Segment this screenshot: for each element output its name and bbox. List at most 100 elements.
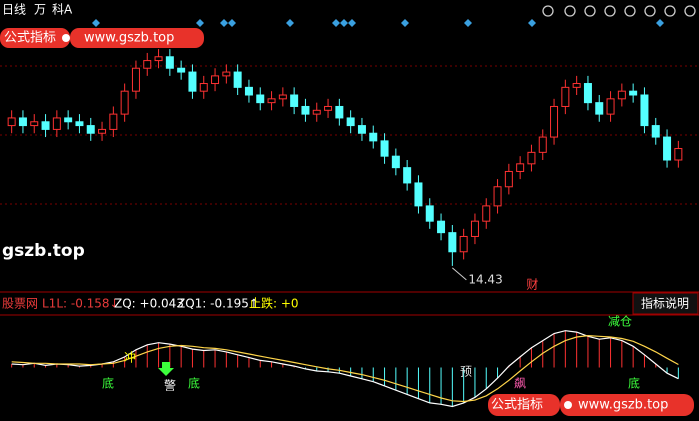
watermark-badge	[488, 394, 560, 416]
candle-body	[640, 94, 649, 127]
chart-area: 14.43 财	[0, 49, 699, 408]
icon[interactable]	[684, 5, 696, 17]
candle-body	[448, 232, 457, 253]
candle-body	[324, 105, 333, 111]
icon[interactable]	[564, 5, 576, 17]
candle-body	[459, 235, 468, 253]
candle-body	[369, 132, 378, 142]
help-button[interactable]	[632, 292, 699, 315]
candle-body	[629, 90, 638, 96]
signal-label: 警	[164, 378, 176, 393]
candle-body	[256, 94, 265, 104]
watermark-text: 公式指标	[491, 398, 543, 413]
candle-body	[391, 155, 400, 169]
signal-label: 底	[188, 376, 200, 391]
candle-body	[561, 86, 570, 107]
candle-body	[30, 121, 39, 127]
watermark-badge	[0, 28, 70, 48]
icon[interactable]	[664, 5, 676, 17]
candle-body	[674, 148, 683, 161]
low-pointer	[452, 267, 467, 281]
signal-label: 预	[460, 365, 472, 379]
signal-label: 底	[102, 376, 114, 391]
marker-label: 财	[526, 277, 538, 291]
watermark-dot	[564, 401, 572, 409]
watermark-side: gszb.top	[2, 241, 85, 261]
candle-body	[52, 117, 61, 130]
candle-body	[312, 109, 321, 115]
candle-body	[131, 67, 140, 92]
candle-body	[504, 170, 513, 188]
icon[interactable]	[644, 5, 656, 17]
candle-body	[188, 71, 197, 92]
diamond-row	[92, 19, 664, 27]
watermark-url: www.gszb.top	[84, 31, 174, 46]
candle-body	[482, 205, 491, 222]
candle-body	[425, 205, 434, 222]
watermark-url: www.gszb.top	[578, 398, 668, 413]
candle-body	[290, 94, 299, 107]
candle-body	[550, 105, 559, 138]
candle-body	[538, 136, 547, 153]
candle-body	[7, 117, 16, 127]
indicator-readout: ZQ1: -0.195↑	[177, 297, 259, 311]
icon[interactable]	[584, 5, 596, 17]
candle-body	[177, 67, 186, 73]
candle-body	[278, 94, 287, 100]
candle-body	[143, 60, 152, 69]
toolbar-item[interactable]: 科A	[52, 3, 73, 17]
candle-body	[380, 140, 389, 157]
candle-body	[211, 75, 220, 85]
candle-body	[617, 90, 626, 100]
toolbar-item[interactable]: 万	[34, 3, 46, 17]
signal-label: 飙	[514, 376, 526, 391]
candle-body	[41, 121, 50, 130]
candle-body	[233, 71, 242, 88]
indicator-readout: L1L: -0.158↓	[42, 297, 120, 311]
candle-body	[346, 117, 355, 127]
candle-body	[165, 56, 174, 69]
icon[interactable]	[542, 5, 554, 17]
candle-body	[86, 125, 95, 134]
icon[interactable]	[604, 5, 616, 17]
warning-arrow	[158, 362, 174, 376]
signal-label: 底	[628, 376, 640, 391]
candle-body	[470, 220, 479, 237]
candle-body	[18, 117, 27, 127]
watermark-dot	[62, 34, 70, 42]
candle-body	[583, 83, 592, 104]
candle-body	[572, 83, 581, 88]
candle-body	[154, 56, 163, 62]
candle-body	[301, 105, 310, 115]
watermark-badge	[560, 394, 694, 416]
toolbar-period[interactable]: 日线	[2, 3, 26, 17]
candle-body	[98, 128, 107, 134]
candle-body	[493, 186, 502, 207]
candle-body	[414, 182, 423, 207]
signal-label: 冲	[124, 350, 136, 365]
indicator-readout: ZQ: +0.043	[114, 297, 184, 311]
indicator-line	[11, 334, 679, 403]
candle-body	[403, 167, 412, 184]
watermark-text: 公式指标	[4, 31, 56, 46]
candle-body	[663, 136, 672, 161]
candle-body	[244, 86, 253, 96]
candle-body	[357, 125, 366, 134]
candle-body	[651, 125, 660, 138]
candle-body	[222, 71, 231, 77]
watermark-badge	[70, 28, 204, 48]
low-label: 14.43	[468, 272, 502, 286]
help-button-label[interactable]: 指标说明	[641, 296, 689, 311]
candle-body	[64, 117, 73, 123]
indicator-readout: 止跌: +0	[249, 296, 299, 311]
candle-body	[109, 113, 118, 130]
icon[interactable]	[624, 5, 636, 17]
candle-body	[595, 102, 604, 115]
candle-body	[120, 90, 129, 115]
candle-body	[267, 98, 276, 104]
toolbar-icons	[542, 5, 696, 17]
candle-body	[606, 98, 615, 115]
candle-body	[75, 121, 84, 127]
